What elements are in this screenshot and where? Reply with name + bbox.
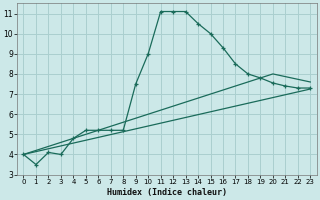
X-axis label: Humidex (Indice chaleur): Humidex (Indice chaleur) [107, 188, 227, 197]
